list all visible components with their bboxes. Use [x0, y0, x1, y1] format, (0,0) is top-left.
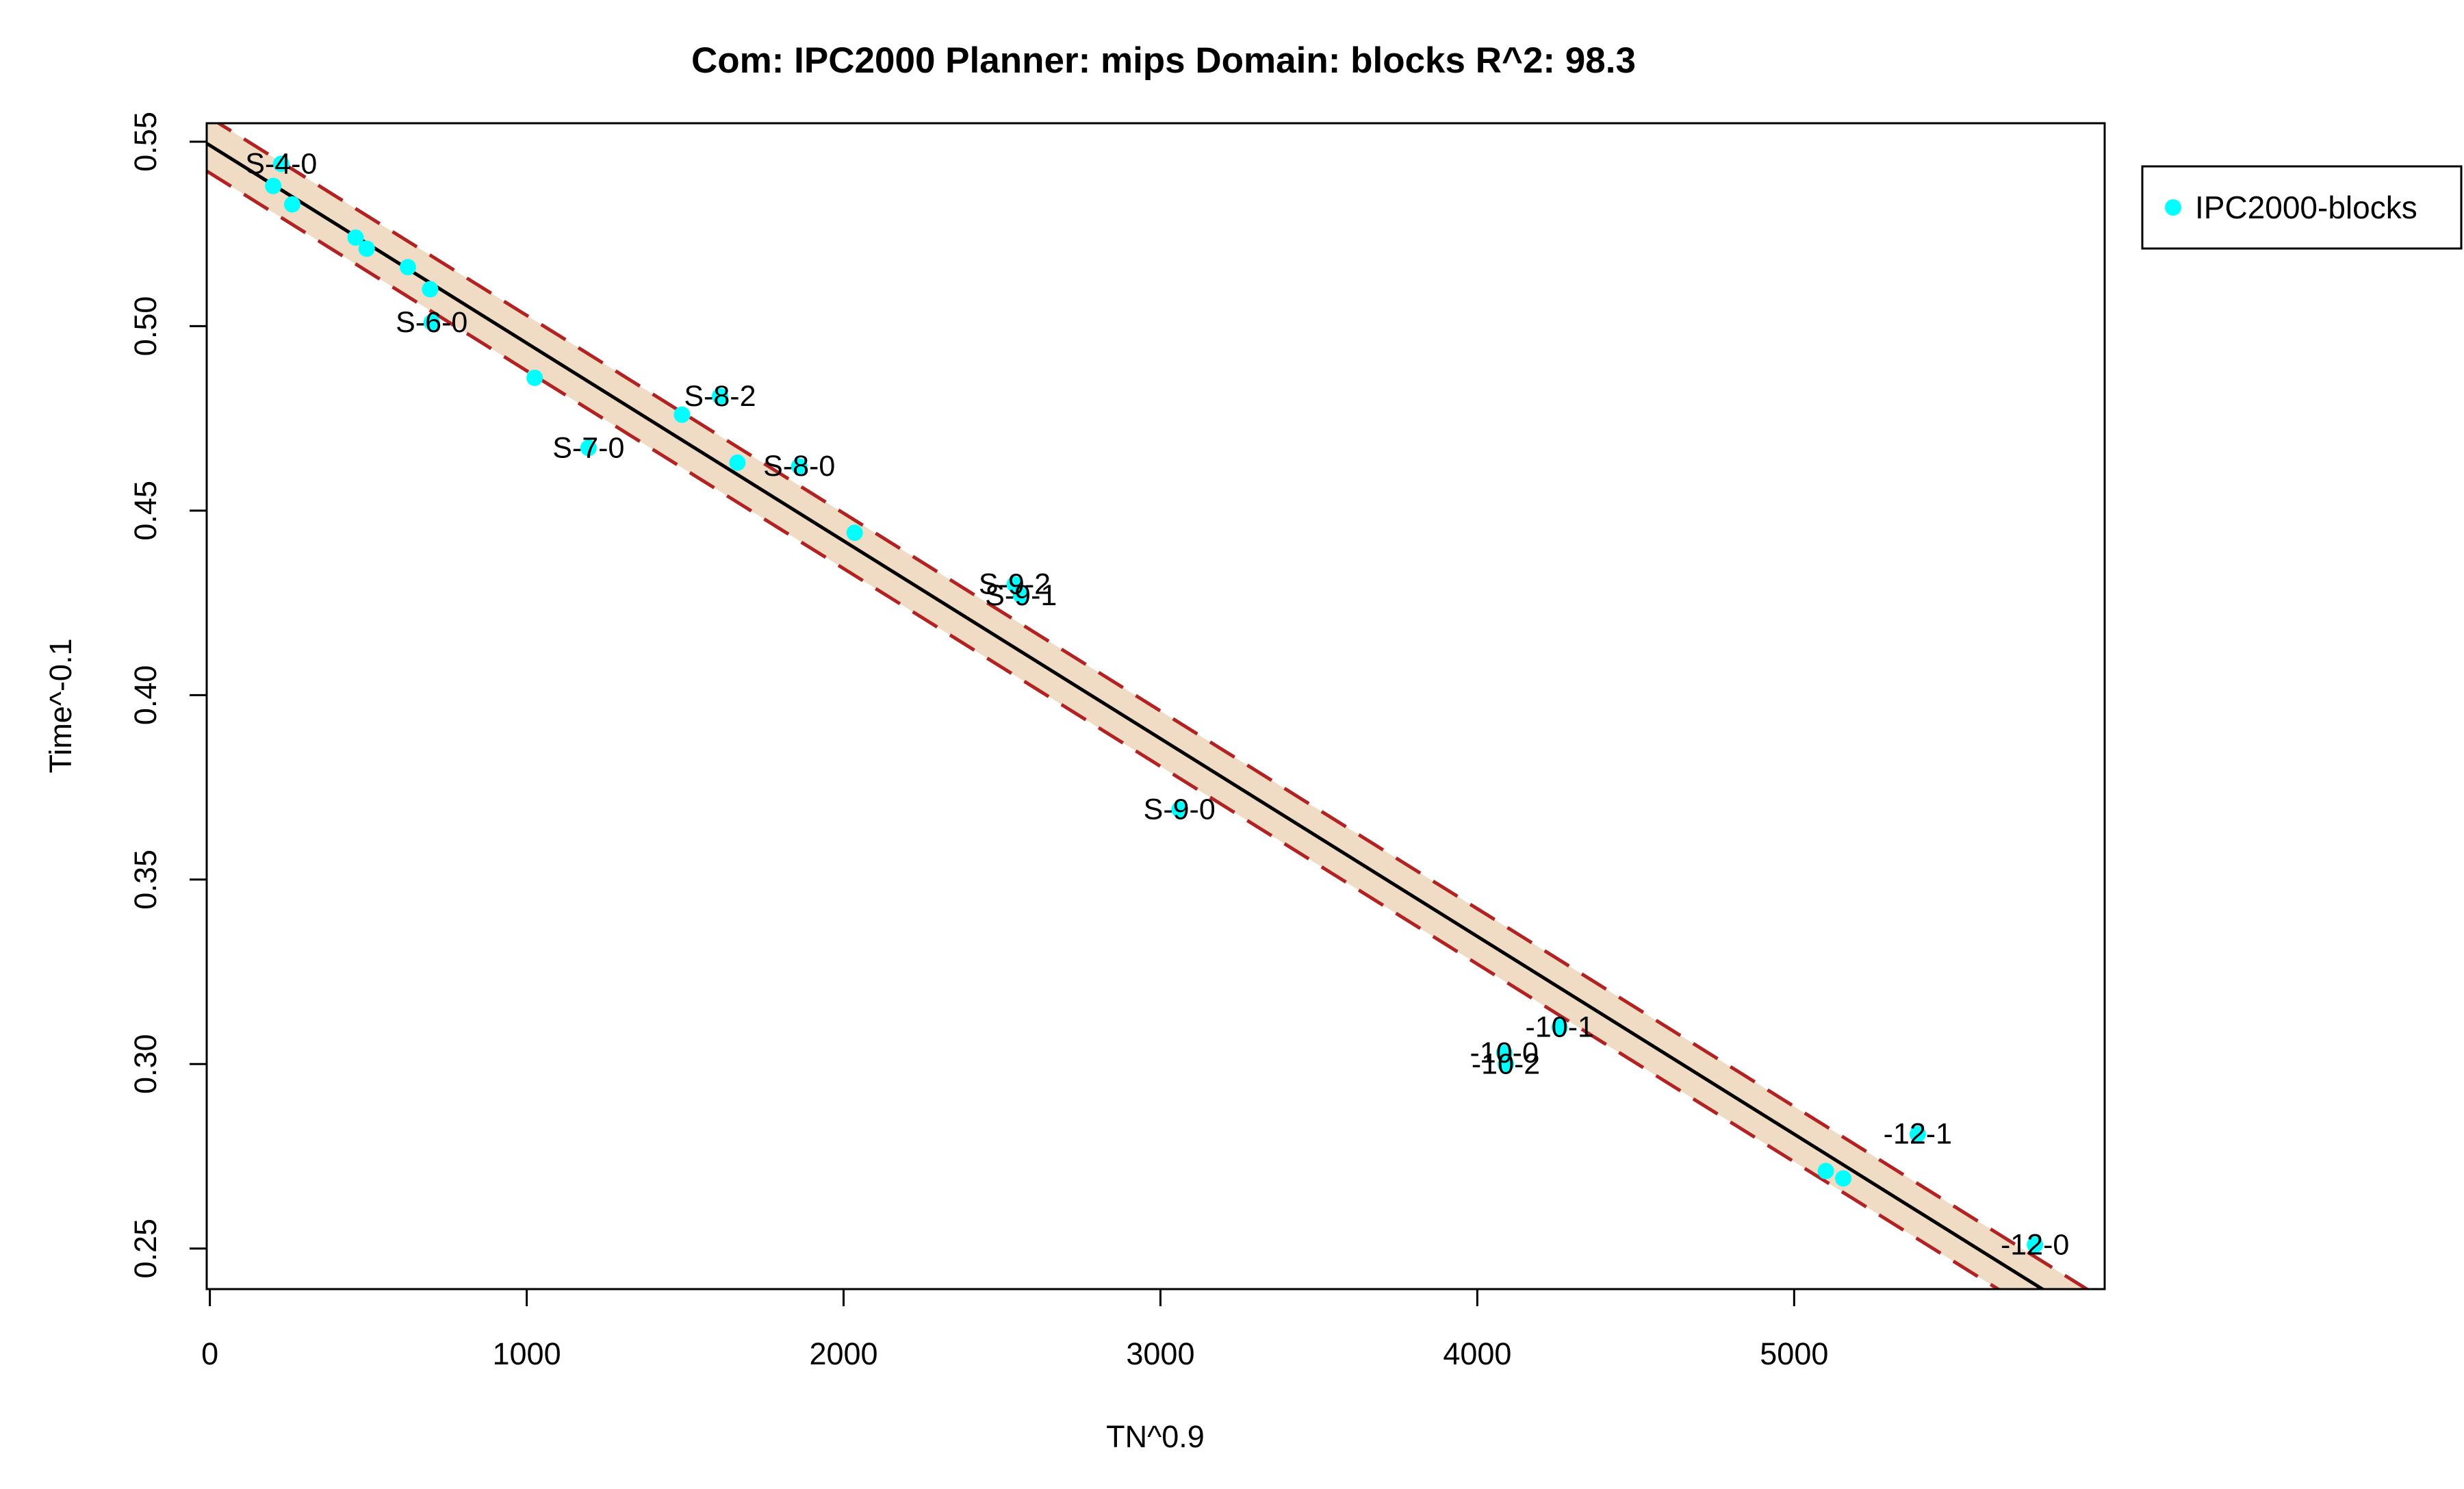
- data-point: [358, 240, 375, 257]
- x-axis: 0 1000 2000 3000 4000 5000: [201, 1288, 1828, 1371]
- y-tick-label: 0.30: [128, 1034, 163, 1094]
- data-point: [729, 454, 746, 471]
- x-axis-label: TN^0.9: [1106, 1419, 1205, 1454]
- data-point: [422, 281, 439, 298]
- point-label: -10-0: [1470, 1036, 1539, 1069]
- point-label: S-4-0: [245, 147, 317, 180]
- point-label: S-9-1: [985, 579, 1057, 612]
- y-tick-label: 0.50: [128, 296, 163, 357]
- data-points: [265, 155, 2044, 1253]
- data-point: [1817, 1162, 1834, 1180]
- y-tick-label: 0.40: [128, 665, 163, 726]
- point-label: S-8-0: [763, 450, 835, 483]
- data-point: [423, 314, 440, 331]
- data-point: [1835, 1170, 1852, 1187]
- y-axis: 0.25 0.30 0.35 0.40 0.45 0.50 0.55: [128, 112, 208, 1279]
- data-point: [791, 458, 808, 475]
- data-point: [1551, 1019, 1568, 1036]
- band-lower-line: [207, 169, 2002, 1289]
- legend: IPC2000-blocks: [2141, 165, 2463, 250]
- point-label: S-9-0: [1144, 793, 1216, 826]
- point-label: S-8-2: [684, 380, 756, 413]
- x-tick-label: 1000: [493, 1336, 561, 1371]
- data-point: [526, 369, 543, 386]
- y-tick-label: 0.45: [128, 481, 163, 541]
- data-point: [673, 406, 691, 423]
- x-tick-label: 4000: [1443, 1336, 1511, 1371]
- legend-box: [2141, 165, 2463, 250]
- data-point: [711, 387, 728, 405]
- y-axis-label: Time^-0.1: [43, 639, 78, 774]
- point-label: S-9-2: [979, 568, 1051, 601]
- data-point: [1012, 587, 1029, 604]
- data-point: [2027, 1236, 2044, 1253]
- y-tick-label: 0.25: [128, 1219, 163, 1279]
- data-point: [1498, 1056, 1515, 1073]
- legend-swatch: [2165, 199, 2181, 216]
- x-tick-label: 5000: [1760, 1336, 1828, 1371]
- point-label: -12-0: [2001, 1228, 2069, 1261]
- point-label: -12-1: [1884, 1118, 1952, 1151]
- point-label: -10-1: [1526, 1010, 1594, 1043]
- data-point: [846, 524, 863, 542]
- data-point: [272, 155, 290, 173]
- legend-label: IPC2000-blocks: [2195, 190, 2417, 225]
- point-label: -10-2: [1472, 1047, 1540, 1080]
- point-label: S-6-0: [396, 306, 467, 339]
- data-point: [1909, 1125, 1926, 1143]
- data-point: [347, 229, 364, 246]
- data-point: [283, 196, 300, 213]
- x-tick-label: 3000: [1126, 1336, 1194, 1371]
- chart-title: Com: IPC2000 Planner: mips Domain: block…: [691, 40, 1636, 81]
- data-point: [580, 440, 597, 457]
- x-tick-label: 0: [201, 1336, 218, 1371]
- point-label: S-7-0: [552, 431, 624, 464]
- y-tick-label: 0.55: [128, 112, 163, 172]
- data-point: [1171, 801, 1188, 818]
- data-point: [399, 259, 416, 276]
- y-tick-label: 0.35: [128, 850, 163, 910]
- x-tick-label: 2000: [809, 1336, 877, 1371]
- fit-line: [207, 142, 2046, 1289]
- point-labels: S-4-0 S-6-0 S-7-0 S-8-2 S-8-0 S-9-2S-9-1 S-9-0…: [245, 147, 2069, 1261]
- data-point: [265, 177, 282, 194]
- band-upper-line: [215, 123, 2090, 1289]
